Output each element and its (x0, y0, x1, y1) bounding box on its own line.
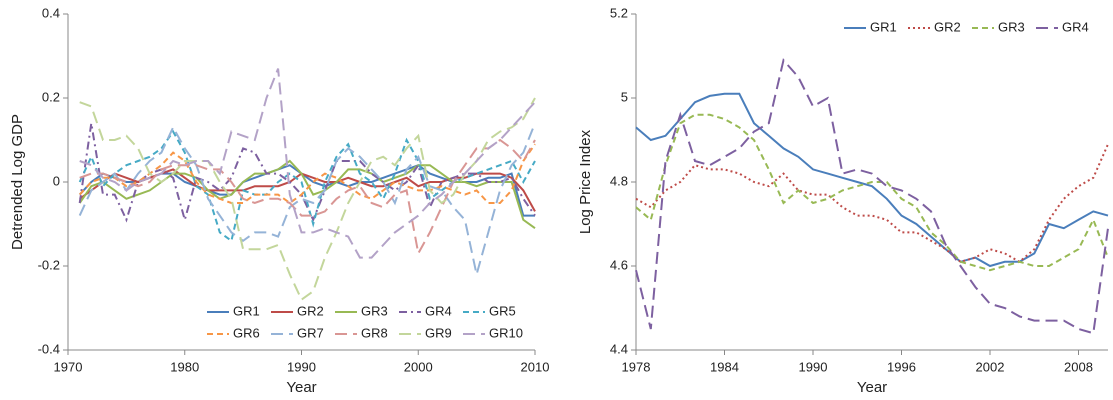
series-line (79, 97, 536, 302)
x-axis-title: Year (286, 379, 316, 396)
y-tick-label: 4.4 (610, 341, 628, 356)
legend-label: GR2 (297, 303, 324, 318)
chart: 4.4 4.6 4.8 5 5.2 1978 1984 1990 1996 2002 2008 Yea… (577, 5, 1109, 396)
x-tick-label: 1996 (887, 359, 916, 374)
x-tick-label: 1978 (622, 359, 651, 374)
series-line (635, 143, 1109, 264)
x-tick-label: 1984 (710, 359, 739, 374)
legend-label: GR2 (934, 19, 961, 34)
y-tick-label: 4.8 (610, 173, 628, 188)
y-tick-label: 0.2 (42, 89, 60, 104)
series-line (78, 123, 536, 224)
series-line (79, 138, 536, 257)
x-tick-label: 2000 (404, 359, 433, 374)
legend-label: GR3 (361, 303, 388, 318)
series-line (78, 159, 536, 230)
x-tick-label: 2002 (976, 359, 1005, 374)
y-tick-label: -0.4 (38, 341, 60, 356)
x-tick-label: 1990 (287, 359, 316, 374)
y-axis-title: Log Price Index (577, 129, 594, 234)
series-line (78, 122, 536, 275)
y-tick-label: 0.4 (42, 5, 60, 20)
x-tick-label: 1990 (799, 359, 828, 374)
series-line (635, 113, 1109, 272)
x-tick-label: 2008 (1064, 359, 1093, 374)
series-line (635, 92, 1109, 268)
y-axis-title: Detrended Log GDP (9, 114, 26, 250)
y-tick-label: 0 (53, 173, 60, 188)
series-line (78, 129, 536, 243)
legend-label: GR10 (489, 325, 523, 340)
legend-label: GR7 (297, 325, 324, 340)
legend-label: GR8 (361, 325, 388, 340)
legend-label: GR1 (870, 19, 897, 34)
x-tick-label: 2010 (521, 359, 550, 374)
legend-label: GR6 (233, 325, 260, 340)
legend-label: GR1 (233, 303, 260, 318)
series-line (635, 58, 1109, 335)
series-line (78, 143, 536, 205)
x-tick-label: 1970 (54, 359, 83, 374)
y-tick-label: 4.6 (610, 257, 628, 272)
legend-label: GR4 (425, 303, 452, 318)
chart: -0.4 -0.2 0 0.2 0.4 1970 1980 1990 2000 2010 Year D… (9, 5, 549, 396)
legend-label: GR9 (425, 325, 452, 340)
legend-label: GR3 (998, 19, 1025, 34)
y-tick-label: 5.2 (610, 5, 628, 20)
x-axis-title: Year (857, 379, 887, 396)
legend-label: GR4 (1062, 19, 1089, 34)
legend-label: GR5 (489, 303, 516, 318)
x-tick-label: 1980 (170, 359, 199, 374)
y-tick-label: 5 (621, 89, 628, 104)
y-tick-label: -0.2 (38, 257, 60, 272)
